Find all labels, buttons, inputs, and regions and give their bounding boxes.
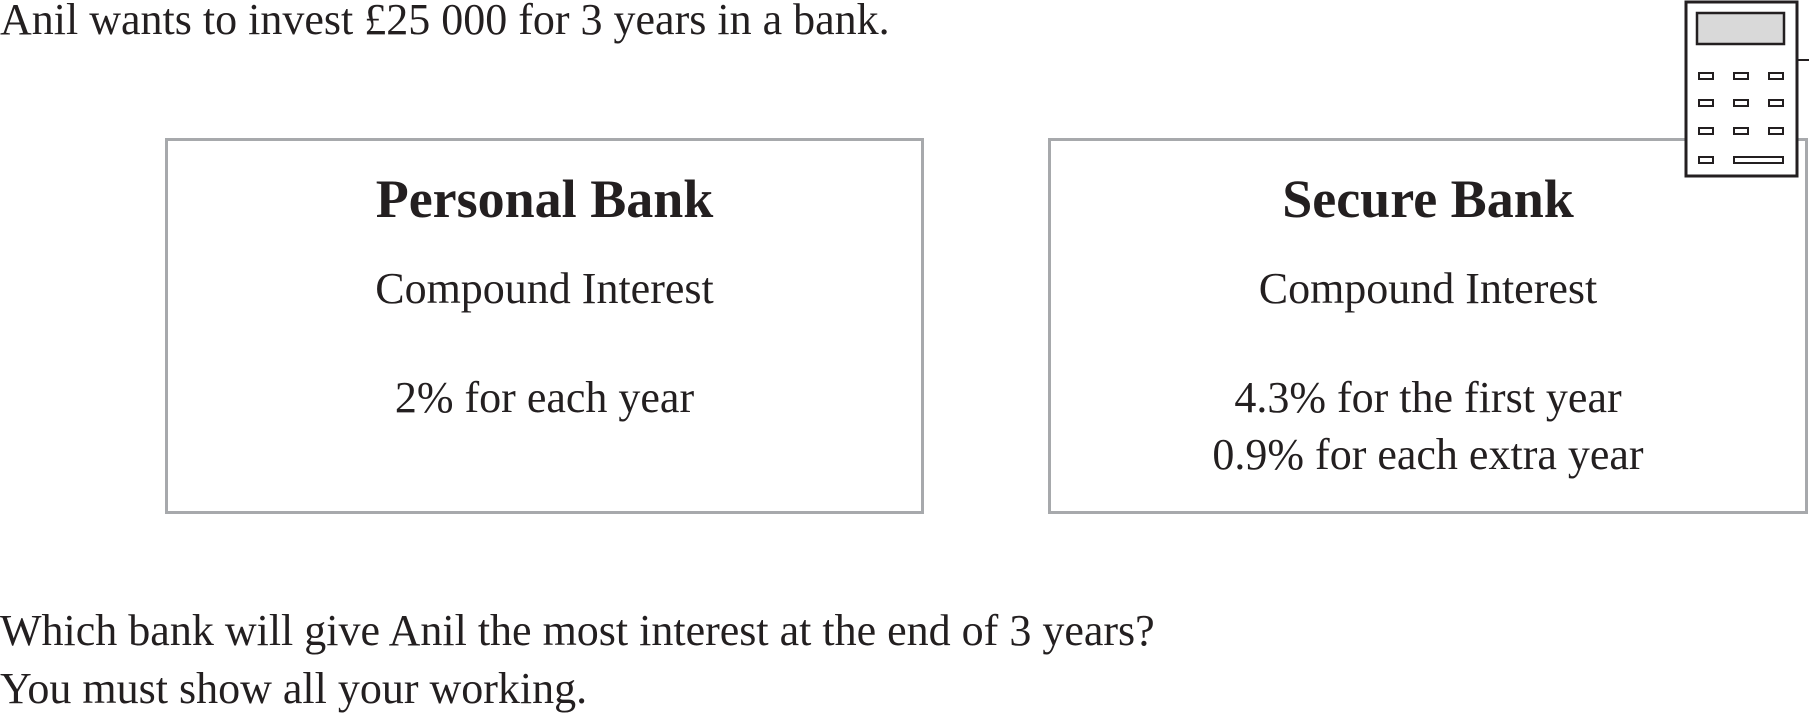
question-text: Which bank will give Anil the most inter… (0, 602, 1155, 718)
interest-rates: 4.3% for the first year 0.9% for each ex… (1051, 369, 1805, 483)
interest-rates: 2% for each year (168, 369, 921, 426)
secure-bank-box: Secure Bank Compound Interest 4.3% for t… (1048, 138, 1808, 514)
bank-name: Secure Bank (1282, 169, 1574, 229)
rate-line: 0.9% for each extra year (1212, 430, 1644, 479)
personal-bank-box: Personal Bank Compound Interest 2% for e… (165, 138, 924, 514)
rate-line: 4.3% for the first year (1234, 373, 1622, 422)
interest-type: Compound Interest (1258, 264, 1598, 313)
interest-type: Compound Interest (375, 264, 714, 313)
calculator-icon (1684, 0, 1809, 178)
instruction-line: You must show all your working. (0, 664, 588, 713)
bank-name: Personal Bank (375, 169, 714, 229)
question-line: Which bank will give Anil the most inter… (0, 606, 1155, 655)
intro-text: Anil wants to invest £25 000 for 3 years… (0, 0, 890, 44)
rate-line: 2% for each year (394, 373, 695, 422)
